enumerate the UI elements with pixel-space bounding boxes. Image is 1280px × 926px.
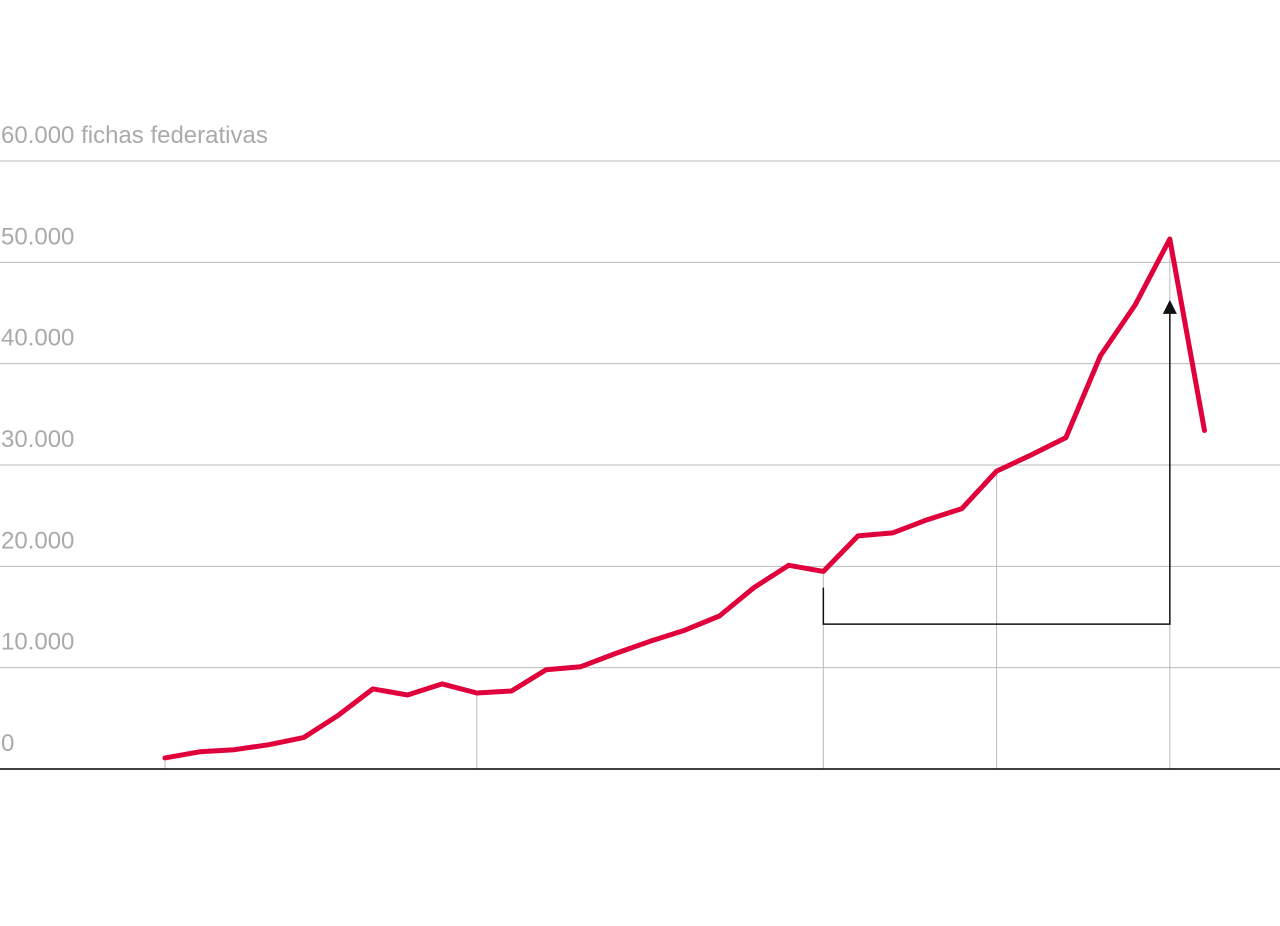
y-tick-label-0: 0	[1, 730, 14, 757]
annotation-arrowhead	[1162, 299, 1177, 314]
y-tick-label-3: 30.000	[1, 426, 74, 453]
y-tick-label-1: 10.000	[1, 629, 74, 656]
grid	[0, 160, 1280, 669]
y-tick-label-6: 60.000 fichas federativas	[1, 122, 268, 149]
x-markers	[164, 239, 1171, 769]
y-tick-labels: 0 10.000 20.000 30.000 40.000 50.000 60.000 fi…	[1, 122, 268, 757]
series-line	[162, 236, 1207, 761]
y-tick-label-5: 50.000	[1, 223, 74, 250]
annotation-bracket	[822, 311, 1171, 625]
y-tick-label-4: 40.000	[1, 325, 74, 352]
y-tick-label-2: 20.000	[1, 527, 74, 554]
